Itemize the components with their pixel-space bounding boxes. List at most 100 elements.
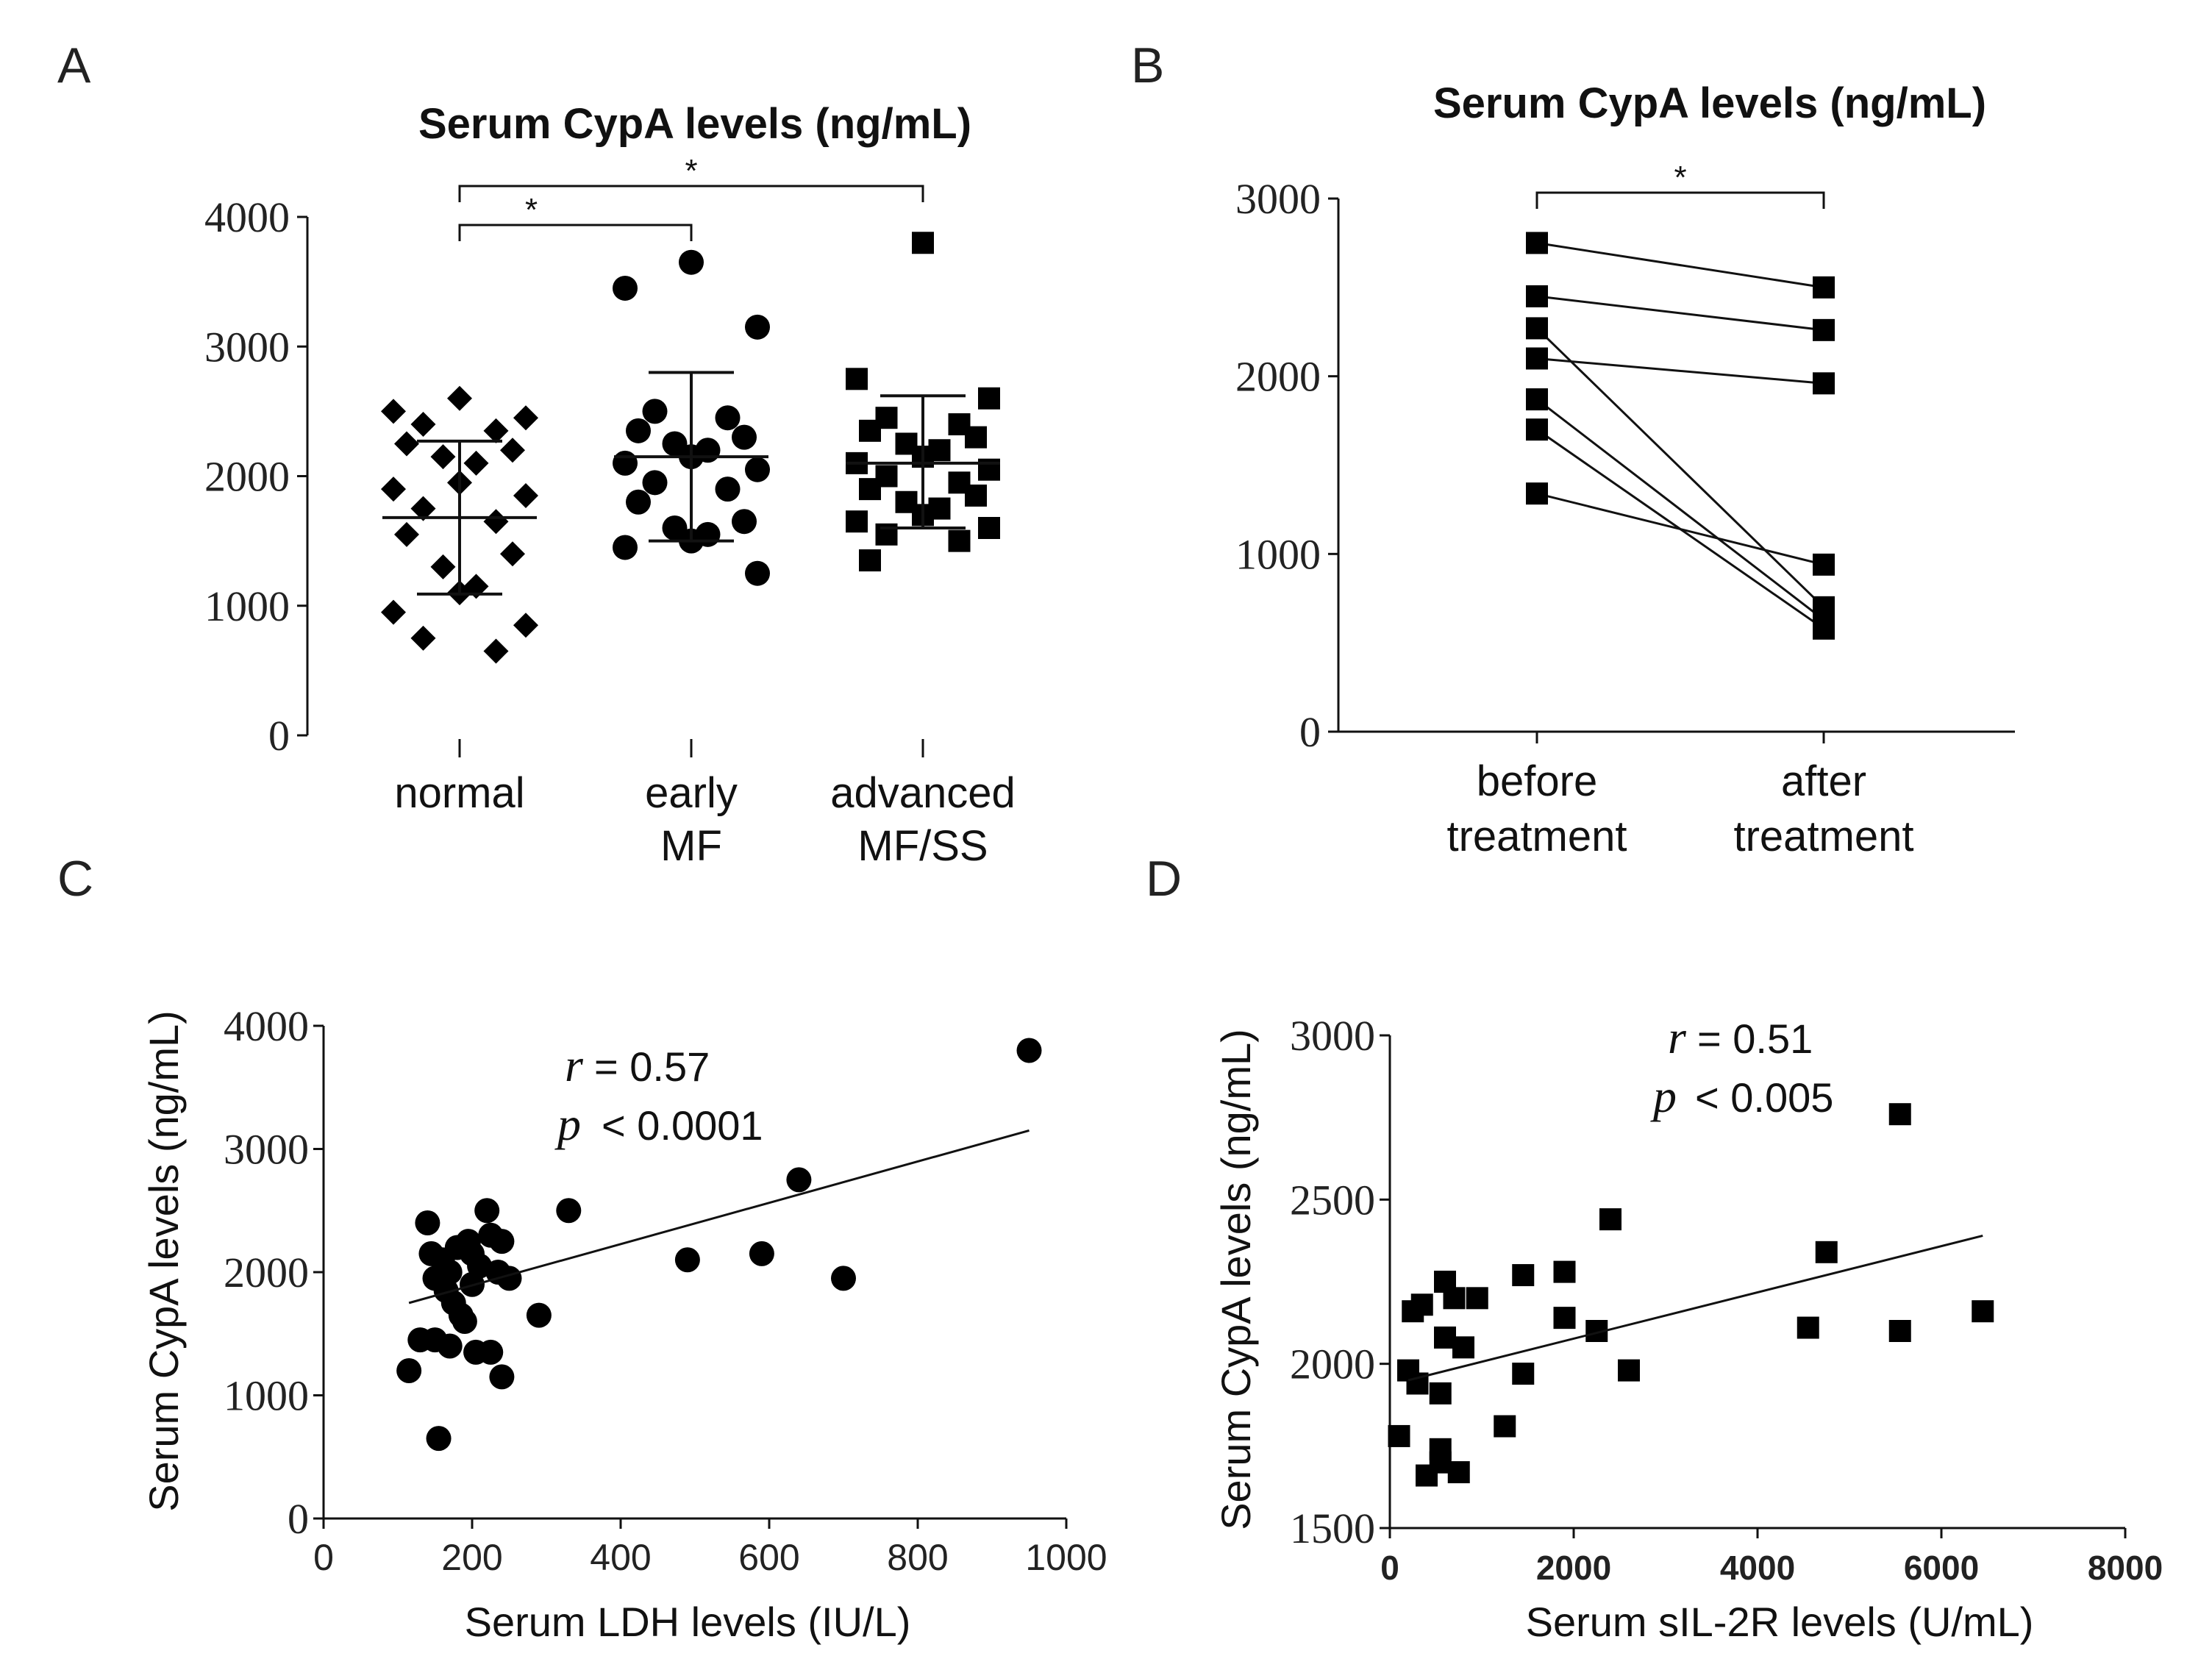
panel-a-point [912,232,934,254]
panel-d-point [1618,1359,1640,1382]
panel-c-point [489,1364,515,1390]
panel-c-fit-line [408,1129,1030,1305]
panel-d-point [1888,1320,1911,1342]
panel-d-point [1512,1264,1535,1287]
panel-c-ylabel: Serum CypA levels (ng/mL) [140,1010,187,1512]
panel-c-r-value: = 0.57 [594,1043,710,1090]
panel-b-point-after [1813,318,1835,341]
panel-c-point [426,1426,452,1452]
panel-a-point [500,438,525,463]
panel-a-point [978,387,1000,410]
panel-d-point [1494,1415,1516,1438]
panel-c-xlabel: Serum LDH levels (IU/L) [465,1599,911,1645]
panel-d-point [1888,1103,1911,1126]
panel-d-point [1443,1287,1466,1310]
panel-a-chart: Serum CypA levels (ng/mL) 0 1000 2000 3000 4… [204,100,1016,870]
panel-b-point-before [1526,347,1548,370]
panel-b-category-label: treatment [1734,813,1914,860]
panel-d-point [1553,1260,1576,1283]
panel-c-p-label: p [554,1098,581,1150]
panel-d-point [1388,1424,1410,1447]
panel-a-point [513,613,538,638]
panel-c-x-tick-label: 1000 [1025,1537,1107,1578]
panel-d-ylabel: Serum CypA levels (ng/mL) [1213,1029,1259,1530]
panel-a-point [483,638,509,664]
panel-d-point [1512,1363,1535,1385]
panel-a-category-label: MF/SS [857,822,988,870]
panel-d-point [1410,1293,1433,1316]
panel-b-point-before [1526,388,1548,411]
panel-letter-b: B [1131,38,1164,93]
panel-b-pair-line [1536,398,1824,621]
panel-b-point-before [1526,232,1548,254]
panel-c-point [478,1222,504,1248]
panel-a-point [483,509,509,535]
panel-c-r-label: r [565,1039,584,1091]
panel-b-chart: Serum CypA levels (ng/mL) 0 1000 2000 3000 b… [1235,79,2015,860]
panel-b-category-label: after [1781,757,1866,805]
panel-a-point [410,625,436,651]
panel-a-point [513,482,538,508]
panel-c-chart: 0 1000 2000 3000 4000 0 200 400 600 800 1000 Serum… [140,1002,1107,1645]
panel-a-point [410,412,436,437]
panel-d-r-value: = 0.51 [1697,1016,1813,1062]
panel-a-point [447,385,472,411]
panel-c-point [1016,1038,1042,1063]
panel-c-y-tick-label: 1000 [224,1372,309,1420]
panel-a-point [859,419,881,442]
panel-b-point-after [1813,372,1835,395]
panel-a-point [715,477,741,502]
panel-a-point [978,517,1000,539]
panel-c-point [460,1241,485,1266]
panel-a-point [613,535,638,560]
panel-a-point [483,418,509,443]
panel-b-category-label: treatment [1447,813,1627,860]
panel-a-point [965,426,987,449]
panel-c-point [496,1266,522,1291]
panel-a-point [642,470,668,496]
panel-a-point [732,509,757,535]
panel-d-x-tick-label: 4000 [1720,1549,1795,1587]
panel-b-pair-line [1536,241,1824,289]
panel-d-x-tick-label: 6000 [1904,1549,1979,1587]
panel-a-point [745,560,770,586]
panel-b-pair-line [1535,327,1825,608]
panel-a-category-label: early [645,769,738,817]
panel-d-p-value: < 0.005 [1695,1074,1833,1121]
panel-b-y-tick-label: 1000 [1235,530,1321,578]
panel-c-y-tick-label: 2000 [224,1249,309,1296]
panel-c-point [674,1247,700,1273]
panel-a-point [948,529,971,552]
panel-d-point [1452,1336,1474,1359]
panel-c-point [749,1241,774,1266]
panel-c-point [556,1198,582,1224]
panel-c-point [526,1302,552,1328]
panel-a-significance-label: * [685,153,697,189]
panel-d-fit-line [1408,1235,1983,1382]
panel-d-point [1553,1307,1576,1330]
panel-a-point [430,554,456,579]
panel-c-point [452,1309,477,1334]
panel-a-category-label: advanced [830,769,1016,817]
panel-c-p-value: < 0.0001 [602,1102,763,1149]
panel-a-point [410,496,436,521]
panel-a-point [846,510,868,533]
panel-a-point [642,399,668,424]
panel-b-point-before [1526,317,1548,340]
panel-c-point [478,1339,504,1365]
panel-a-point [430,444,456,470]
panel-b-significance-bracket [1535,191,1825,209]
panel-d-y-tick-label: 1500 [1290,1505,1375,1552]
panel-c-x-tick-label: 800 [887,1537,948,1578]
panel-a-category-label: MF [660,822,722,870]
panel-letter-d: D [1146,851,1182,907]
panel-c-y-tick-label: 3000 [224,1126,309,1174]
panel-b-y-tick-label: 2000 [1235,353,1321,401]
panel-a-point [965,484,987,507]
panel-a-point [381,399,406,424]
panel-a-point [859,478,881,501]
panel-c-annotation: r = 0.57 p < 0.0001 [554,1039,763,1150]
panel-a-y-tick-label: 2000 [204,453,290,501]
panel-c-point [474,1198,500,1224]
